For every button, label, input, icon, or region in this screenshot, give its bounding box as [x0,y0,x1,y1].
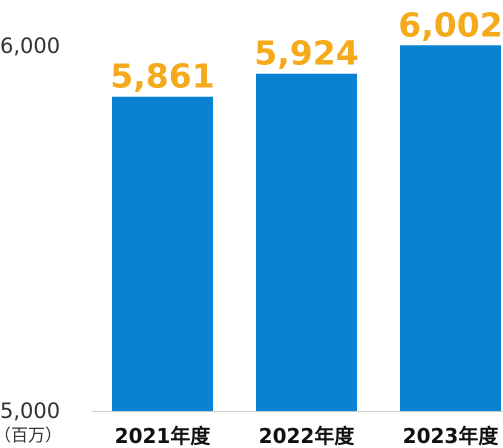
data-label: 5,861 [110,57,214,96]
x-tick-label: 2022年度 [259,424,356,448]
data-label: 6,002 [398,5,502,44]
data-label: 5,924 [254,34,358,73]
data-labels: 5,861 5,924 6,002 [110,5,502,95]
y-tick-label: 6,000 [0,34,60,58]
bar [112,96,213,412]
y-tick-label: 5,000 [0,399,60,423]
bar [256,73,357,412]
x-tick-label: 2023年度 [403,424,500,448]
bars [112,45,501,412]
x-tick-label: 2021年度 [115,424,212,448]
x-axis: 2021年度 2022年度 2023年度 [115,424,500,448]
bar [400,45,501,412]
y-axis: 5,000 6,000 [0,34,60,423]
y-axis-unit-label: （百万） [0,426,62,446]
